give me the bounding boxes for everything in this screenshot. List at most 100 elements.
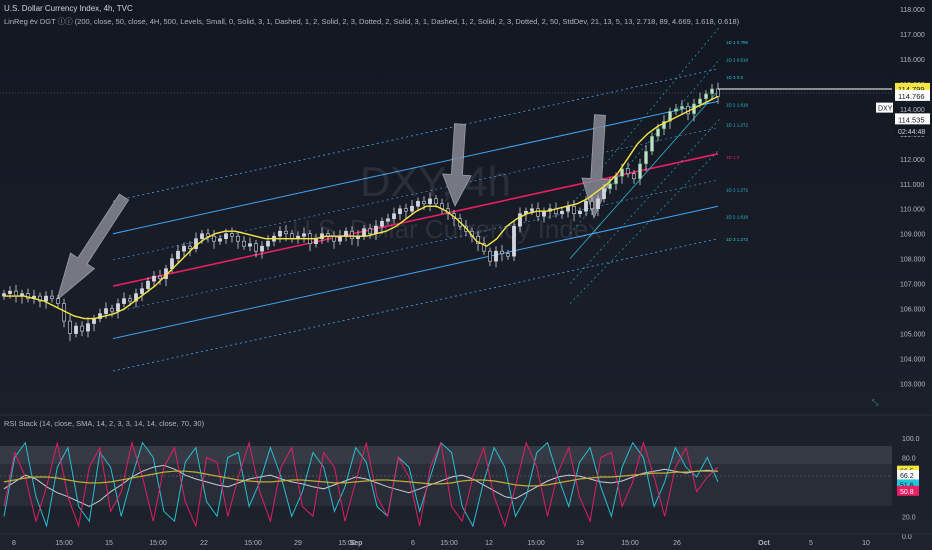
candle-body [350,230,354,240]
candle-body [218,238,222,242]
candle-body [224,233,228,240]
price-tag-high-bg [895,82,930,94]
candle-body [632,173,636,180]
price-tick-label: 106.000 [900,307,925,314]
candle-body [182,245,186,252]
candle-body [158,275,162,279]
price-tick-label: 103.000 [900,382,925,389]
time-tick-label: 22 [200,540,208,547]
rsi-tick-label: 80.0 [902,455,916,462]
candle-body [368,228,372,235]
channel-level-label: 1D 1 0.786 [726,40,749,45]
indicator-title[interactable]: LinReg ёv DGT ⓘⓘ (200, close, 50, close,… [4,17,740,26]
candle-body [86,323,90,332]
candle-body [80,325,84,332]
short-channel-line [569,88,721,259]
candle-body [656,128,660,137]
price-tick-label: 104.000 [900,357,925,364]
auto-scale-icon[interactable]: ⤡ [872,398,879,407]
time-tick-label: 15:00 [244,540,262,547]
time-tick-label: 15:00 [55,540,73,547]
candle-body [500,250,504,254]
price-axis[interactable]: 103.000 104.000 105.000 106.000 107.000 108.0… [876,7,930,389]
price-tick-label: 109.000 [900,232,925,239]
symbol-title[interactable]: U.S. Dollar Currency Index, 4h, TVC [4,4,133,13]
price-tick-label: 110.000 [900,207,925,214]
rsi-tick-label: 100.0 [902,436,920,443]
countdown-bg [895,125,930,136]
arrow-annotation [442,123,472,207]
candle-body [56,298,60,304]
candle-body [62,303,66,322]
price-tag-last: 114.535 [898,115,925,124]
candle-body [92,318,96,324]
price-tick-label: 112.000 [900,157,925,164]
channel-level-label: 1D 2 1.618 [726,102,749,107]
candle-body [212,235,216,242]
rsi-tag-bg [897,479,919,490]
candle-body [698,98,702,105]
watermark-name: U.S. Dollar Currency Index [292,214,602,244]
channel-level-label: 1D 1 1.272 [726,122,749,127]
candle-body [560,210,564,215]
rsi-lines [3,440,719,529]
short-channel-line [569,26,721,207]
channel-level-label: 1D 3 0.5 [726,75,744,80]
candle-body [482,243,486,252]
channel-outer-lower [112,238,719,372]
time-tick-label: 15:00 [149,540,167,547]
price-tick-label: 114.000 [900,107,925,114]
candle-body [14,290,18,297]
price-tick-label: 116.000 [900,57,925,64]
rsi-value-tags: 66.566.251.650.8 [897,465,919,496]
price-tick-label: 107.000 [900,282,925,289]
candle-body [416,200,420,207]
candle-body [236,235,240,242]
candle-body [638,163,642,180]
time-tick-label: 12 [485,540,493,547]
channel-level-labels: 1D 1 0.786 1D 2 0.618 1D 3 0.5 1D 2 1.618 1D… [726,40,749,242]
candle-body [704,93,708,100]
time-tick-label: 10 [862,540,870,547]
price-tag-close-bg [895,89,930,101]
price-tick-label: 108.000 [900,257,925,264]
candle-body [140,288,144,294]
channel-level-label: 1D 3 1.272 [726,237,749,242]
channel-inner-upper [112,127,719,261]
candle-body [572,205,576,215]
candle-body [38,295,42,302]
candle-body [8,290,12,294]
short-channel-line [569,58,721,234]
candle-body [680,106,684,110]
candle-body [668,111,672,122]
regression-mid-line [112,153,719,287]
candle-body [122,298,126,304]
candle-body [626,168,630,175]
channel-level-label: 1D 2 0.618 [726,57,749,62]
rsi-tag-label: 66.2 [900,473,914,480]
time-tick-label: 15:00 [621,540,639,547]
rsi-title[interactable]: RSI Stack (14, close, SMA, 14, 2, 3, 3, … [4,419,205,428]
price-tick-label: 117.000 [900,32,925,39]
time-tick-label: 29 [294,540,302,547]
channel-level-label: 1D 1 0 [726,155,740,160]
candle-body [68,320,72,334]
channel-level-label: 1D 2 1.272 [726,187,749,192]
price-tick-label: 111.000 [900,182,924,189]
time-tick-label: 15:00 [338,540,356,547]
candle-body [650,136,654,152]
candle-body [662,121,666,130]
rsi-tag-bg [897,485,919,496]
time-tick-label: Sep [350,540,363,547]
price-tag-high: 114.799 [898,85,925,94]
candle-body [50,295,54,299]
time-tick-label: 19 [576,540,584,547]
time-tick-label: 15 [105,540,113,547]
candles [2,82,720,342]
candle-body [584,200,588,212]
candle-body [398,208,402,215]
candle-body [188,245,192,249]
time-tick-label: 15:00 [527,540,545,547]
